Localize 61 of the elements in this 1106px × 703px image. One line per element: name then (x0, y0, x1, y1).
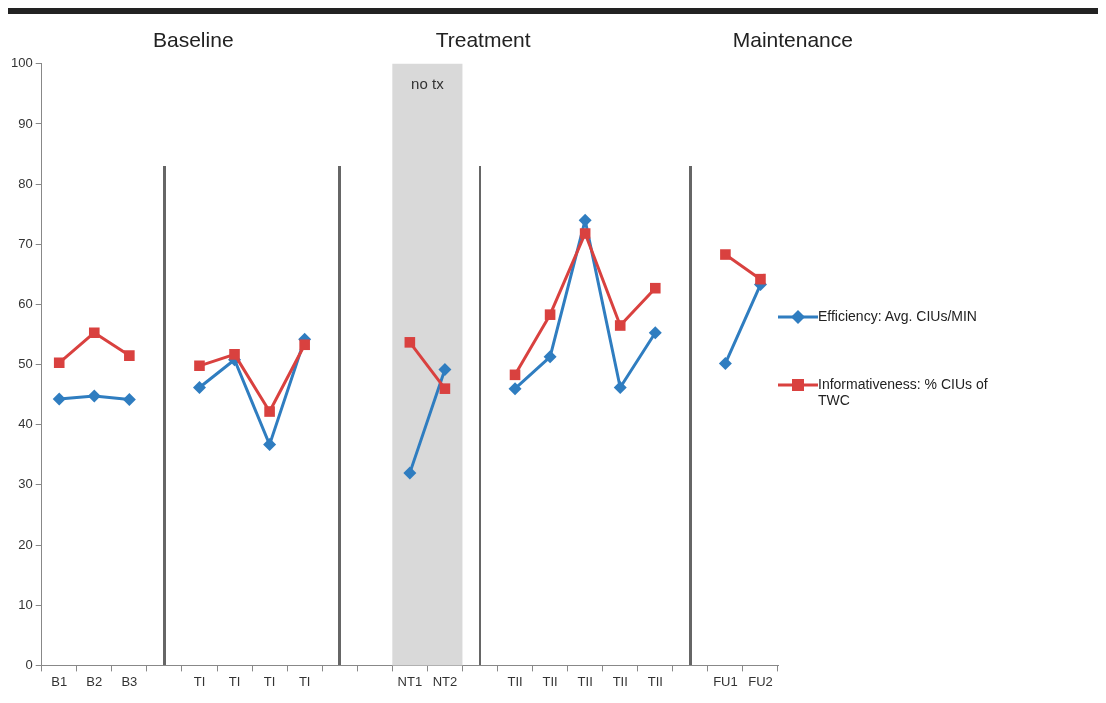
point (299, 339, 310, 351)
point (192, 380, 206, 394)
point (613, 380, 627, 394)
x-tick-label: B2 (86, 673, 103, 689)
text: Treatment (435, 28, 531, 52)
y-tick-label: 90 (18, 115, 33, 131)
band-label: no tx (411, 75, 445, 93)
y-tick-label: 80 (18, 175, 33, 191)
x-tick-label: NT2 (432, 673, 458, 689)
y-tick-label: 10 (18, 596, 33, 612)
x-tick-label: TI (263, 673, 276, 689)
x-tick-label: TII (542, 673, 558, 689)
point (122, 392, 136, 406)
point (229, 349, 240, 360)
x-tick-label: TII (612, 673, 628, 689)
point (579, 228, 591, 239)
y-tick-label: 50 (18, 356, 33, 372)
point (718, 356, 732, 370)
point (648, 326, 662, 340)
text: Baseline (153, 28, 234, 52)
point (544, 309, 556, 320)
point (543, 350, 557, 364)
point (52, 392, 66, 406)
point (263, 438, 277, 452)
legend-label: Informativeness: % CIUs of TWC (818, 376, 988, 408)
point (439, 383, 451, 394)
point (53, 357, 65, 369)
point (649, 282, 661, 294)
x-tick-label: B1 (51, 673, 68, 689)
x-tick-label: B3 (121, 673, 138, 689)
x-tick-label: FU1 (713, 673, 738, 689)
point (87, 389, 101, 403)
text: Maintenance (732, 28, 853, 52)
point (124, 350, 135, 361)
y-tick-label: 30 (18, 476, 33, 492)
point (578, 213, 592, 227)
point (194, 360, 205, 372)
x-tick-label: TII (647, 673, 663, 689)
point (755, 273, 766, 285)
point (508, 382, 522, 396)
x-tick-label: FU2 (748, 673, 773, 689)
point (88, 327, 100, 339)
x-tick-label: TI (228, 673, 241, 689)
point (614, 320, 626, 331)
x-tick-label: NT1 (397, 673, 423, 689)
x-tick-label: TI (193, 673, 206, 689)
x-tick-label: TII (577, 673, 593, 689)
y-tick-label: 20 (18, 536, 33, 552)
x-tick-label: TII (507, 673, 523, 689)
point (404, 337, 416, 348)
point (403, 466, 417, 480)
y-tick-label: 0 (25, 656, 33, 672)
y-tick-label: 100 (10, 55, 33, 71)
x-tick-label: TI (298, 673, 311, 689)
y-tick-label: 70 (18, 235, 33, 251)
legend-label: Efficiency: Avg. CIUs/MIN (818, 308, 978, 324)
y-tick-label: 40 (18, 416, 33, 432)
point (720, 249, 731, 260)
point (438, 362, 452, 376)
point (264, 406, 275, 417)
y-tick-label: 60 (18, 296, 33, 312)
